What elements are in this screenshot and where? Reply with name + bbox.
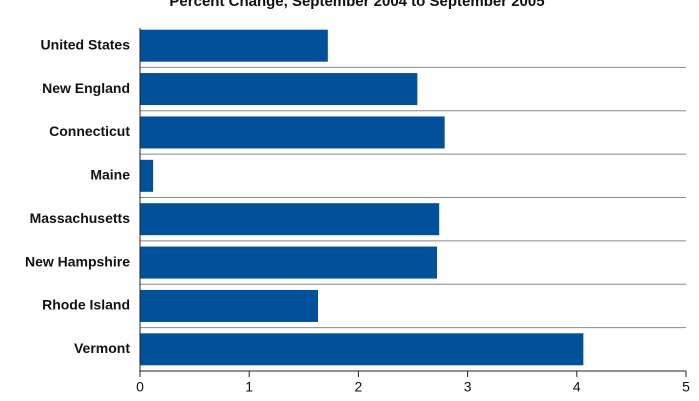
x-tick-label: 2 [355,379,363,395]
bar [140,246,438,279]
bar [140,29,328,62]
y-tick-label: Rhode Island [42,297,130,313]
x-tick-label: 1 [245,379,253,395]
y-tick-label: New England [42,80,130,96]
bar [140,289,318,322]
bar [140,203,440,236]
bar [140,159,154,192]
x-tick-label: 4 [573,379,581,395]
x-tick-label: 5 [682,379,690,395]
bar [140,333,584,366]
y-tick-label: New Hampshire [25,253,130,269]
x-tick-label: 0 [136,379,144,395]
x-tick-label: 3 [464,379,472,395]
bar [140,116,445,149]
y-tick-label: Connecticut [49,123,130,139]
y-tick-label: Vermont [74,340,130,356]
chart-title: Percent Change, September 2004 to Septem… [169,0,544,10]
y-tick-label: United States [41,36,131,52]
y-tick-label: Maine [90,167,130,183]
bar [140,73,418,106]
y-tick-label: Massachusetts [30,210,131,226]
